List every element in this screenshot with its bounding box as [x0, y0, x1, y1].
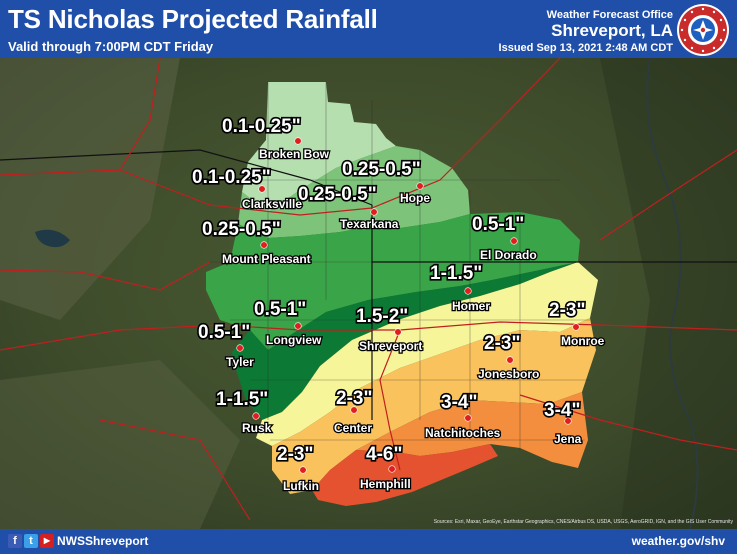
- city-label: Shreveport: [359, 339, 422, 353]
- city-marker: [236, 344, 244, 352]
- city-label: Jonesboro: [478, 367, 539, 381]
- office-label: Weather Forecast Office: [546, 9, 673, 21]
- rainfall-amount-label: 1.5-2": [356, 306, 408, 327]
- city-marker: [464, 414, 472, 422]
- rainfall-amount-label: 3-4": [544, 400, 580, 421]
- city-marker: [464, 287, 472, 295]
- graphic-title: TS Nicholas Projected Rainfall: [8, 4, 378, 34]
- city-marker: [350, 406, 358, 414]
- city-marker: [370, 208, 378, 216]
- city-label: Hope: [400, 191, 430, 205]
- rainfall-amount-label: 2-3": [549, 300, 585, 321]
- city-label: Tyler: [226, 355, 254, 369]
- rainfall-amount-label: 0.5-1": [198, 322, 250, 343]
- terrain-lighter-southwest: [0, 360, 240, 529]
- zone-1.5-2: [256, 262, 598, 446]
- issued-time: Issued Sep 13, 2021 2:48 AM CDT: [498, 42, 673, 54]
- noaa-nws-logo-icon: [677, 4, 729, 56]
- valid-time: Valid through 7:00PM CDT Friday: [8, 39, 214, 54]
- city-label: Broken Bow: [259, 147, 330, 161]
- city-marker: [510, 237, 518, 245]
- city-label: Longview: [266, 333, 322, 347]
- city-label: Texarkana: [340, 217, 399, 231]
- twitter-icon[interactable]: t: [24, 534, 38, 548]
- city-label: Mount Pleasant: [222, 252, 311, 266]
- facebook-icon[interactable]: f: [8, 534, 22, 548]
- city-marker: [252, 412, 260, 420]
- zone-3-4: [356, 392, 588, 468]
- website-link[interactable]: weather.gov/shv: [631, 534, 725, 548]
- rainfall-zones: [206, 82, 598, 506]
- zone-4-6: [312, 444, 498, 506]
- footer-bar: f t ▶ NWSShreveport weather.gov/shv: [0, 529, 737, 554]
- rainfall-amount-label: 3-4": [441, 392, 477, 413]
- map-credits: Sources: Esri, Maxar, GeoEye, Earthstar …: [433, 519, 733, 525]
- city-marker: [572, 323, 580, 331]
- city-marker: [294, 322, 302, 330]
- rainfall-amount-label: 2-3": [484, 333, 520, 354]
- city-marker: [564, 417, 572, 425]
- interstate-highways: [0, 58, 737, 521]
- rainfall-amount-labels: 0.1-0.25" 0.1-0.25" 0.25-0.5" 0.25-0.5" …: [190, 114, 587, 466]
- rainfall-amount-label: 0.5-1": [472, 214, 524, 235]
- zone-1-1.5: [232, 262, 578, 420]
- city-marker: [294, 137, 302, 145]
- city-label: Hemphill: [360, 477, 411, 491]
- rainfall-amount-label: 4-6": [366, 444, 402, 465]
- mississippi-river: [646, 58, 699, 529]
- rainfall-amount-label: 1-1.5": [216, 389, 268, 410]
- rainfall-amount-label: 0.1-0.25": [222, 116, 301, 137]
- city-marker: [388, 465, 396, 473]
- rainfall-amount-label: 0.25-0.5": [202, 219, 281, 240]
- rainfall-map: Broken Bow Clarksville Hope Texarkana Mo…: [0, 58, 737, 529]
- rainfall-amount-label: 0.5-1": [254, 299, 306, 320]
- city-labels: Broken Bow Clarksville Hope Texarkana Mo…: [221, 146, 606, 495]
- state-lines: [0, 149, 737, 420]
- city-label: Monroe: [561, 334, 605, 348]
- office-city: Shreveport, LA: [551, 21, 673, 40]
- city-marker: [506, 356, 514, 364]
- zone-0.1-0.25: [242, 82, 396, 212]
- city-label: El Dorado: [480, 248, 537, 262]
- city-label: Rusk: [242, 421, 272, 435]
- city-marker: [258, 185, 266, 193]
- rainfall-amount-label: 2-3": [336, 388, 372, 409]
- city-marker: [299, 466, 307, 474]
- city-marker: [394, 328, 402, 336]
- city-marker: [416, 182, 424, 190]
- lake-texoma: [35, 229, 70, 248]
- zone-2-3: [272, 318, 596, 494]
- city-marker: [260, 241, 268, 249]
- city-label: Homer: [452, 299, 490, 313]
- city-label: Lufkin: [283, 479, 319, 493]
- city-label: Natchitoches: [425, 426, 501, 440]
- social-handle[interactable]: NWSShreveport: [57, 534, 149, 548]
- city-markers: [236, 137, 580, 474]
- rainfall-amount-label: 1-1.5": [430, 263, 482, 284]
- rainfall-amount-label: 2-3": [277, 444, 313, 465]
- header-bar: TS Nicholas Projected Rainfall Valid thr…: [0, 0, 737, 58]
- rainfall-amount-label: 0.25-0.5": [298, 184, 377, 205]
- youtube-icon[interactable]: ▶: [40, 534, 54, 548]
- city-label: Clarksville: [242, 197, 302, 211]
- city-label: Jena: [554, 432, 582, 446]
- rainfall-amount-label: 0.1-0.25": [192, 167, 271, 188]
- zone-0.5-1: [206, 212, 580, 350]
- terrain-lighter-west: [0, 58, 180, 320]
- city-label: Center: [334, 421, 372, 435]
- terrain-dark-east: [600, 58, 737, 529]
- rainfall-amount-label: 0.25-0.5": [342, 159, 421, 180]
